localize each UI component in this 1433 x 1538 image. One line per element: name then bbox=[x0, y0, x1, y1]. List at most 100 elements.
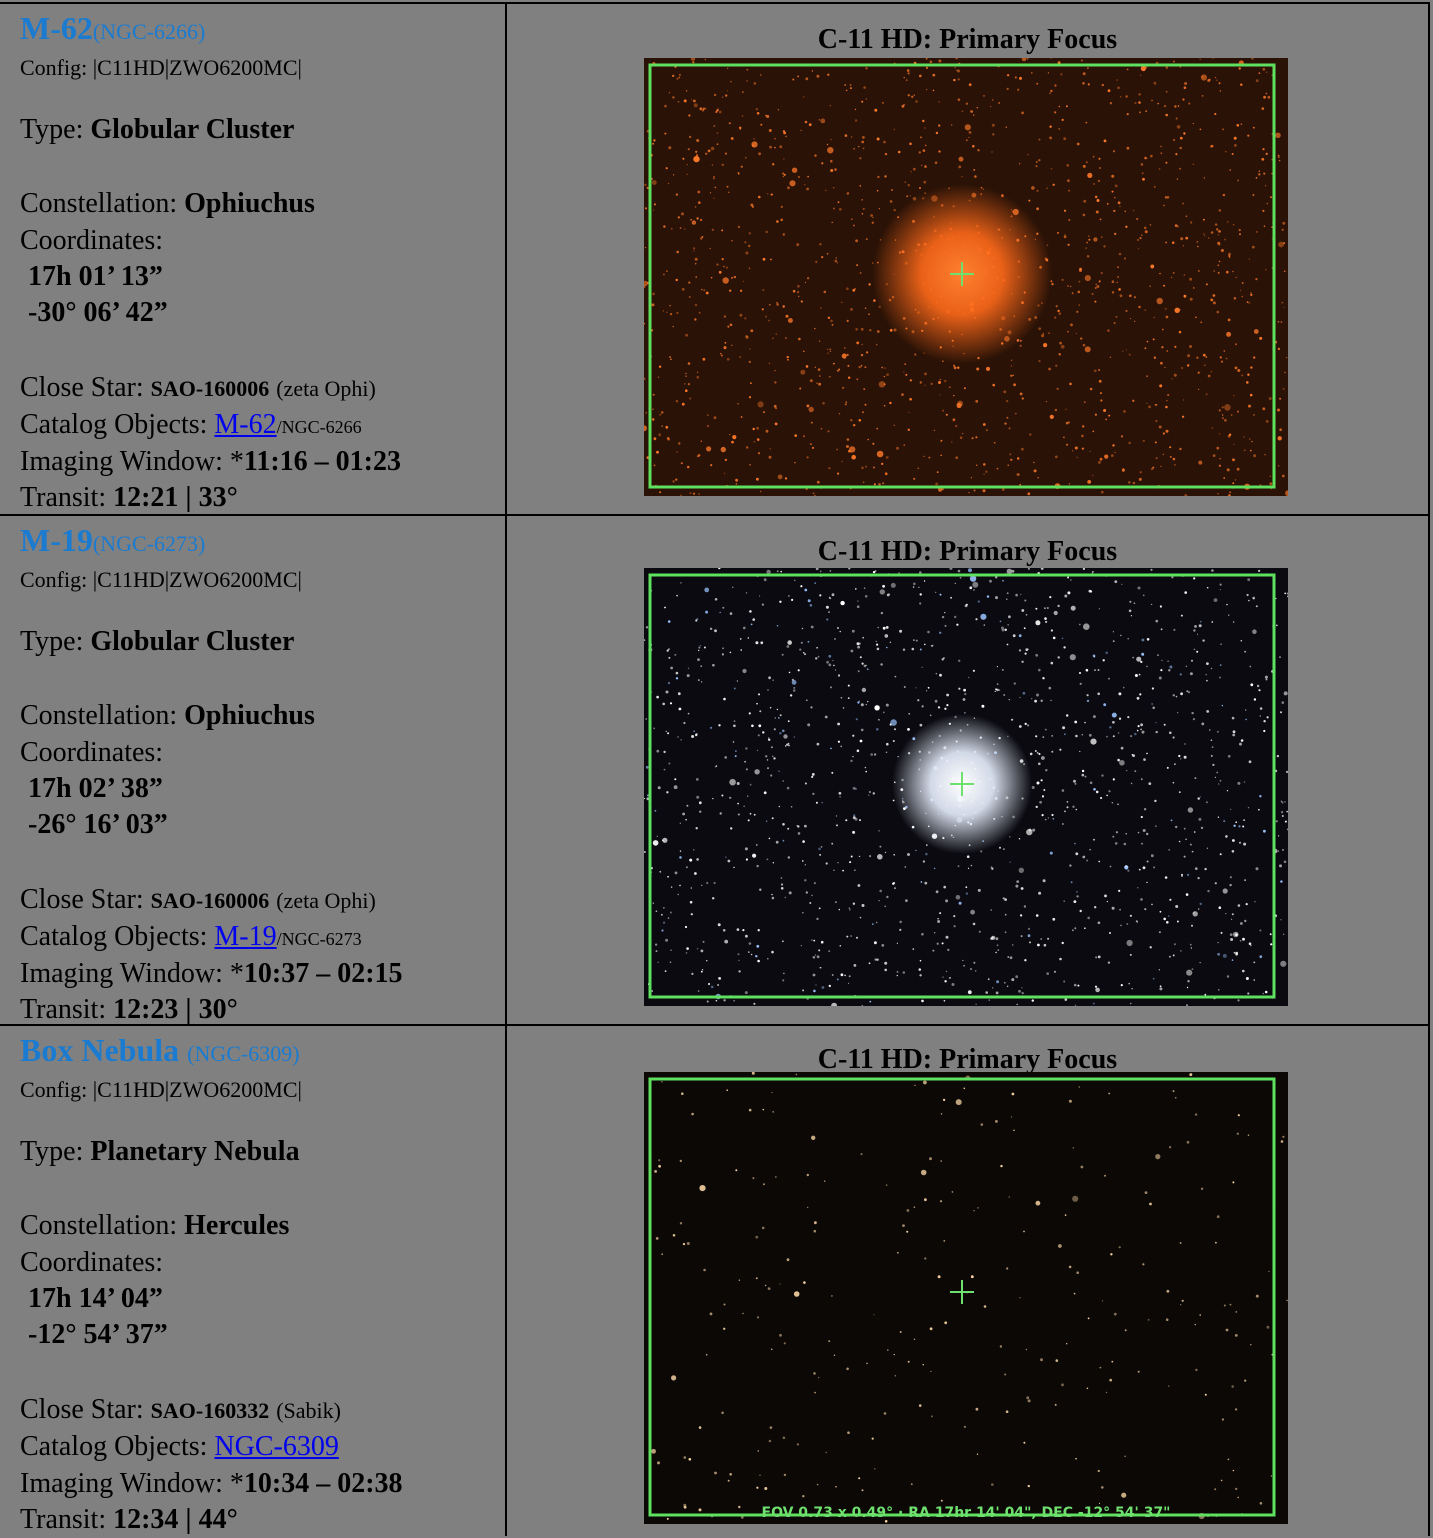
star bbox=[1178, 330, 1182, 334]
star bbox=[761, 1226, 765, 1230]
catalog-link[interactable]: M-19 bbox=[214, 921, 277, 952]
star bbox=[828, 984, 831, 988]
star bbox=[831, 1002, 838, 1006]
star bbox=[714, 629, 717, 633]
star bbox=[1160, 361, 1163, 365]
star bbox=[1021, 609, 1025, 612]
star bbox=[693, 247, 696, 250]
star bbox=[874, 705, 880, 711]
star bbox=[1163, 723, 1166, 726]
star bbox=[776, 301, 778, 304]
star bbox=[968, 676, 970, 679]
catalog-link[interactable]: NGC-6309 bbox=[214, 1431, 339, 1462]
star bbox=[816, 647, 818, 649]
star bbox=[935, 673, 937, 675]
star bbox=[666, 436, 670, 440]
star bbox=[787, 640, 792, 645]
ra-line: 17h 02’ 38” bbox=[20, 771, 163, 807]
star bbox=[1230, 938, 1234, 941]
object-ngc: (NGC-6309) bbox=[187, 1041, 300, 1066]
star bbox=[695, 734, 698, 737]
star bbox=[1078, 1086, 1080, 1088]
star bbox=[1221, 414, 1224, 416]
star bbox=[1217, 234, 1220, 236]
star bbox=[1077, 984, 1080, 987]
star bbox=[662, 839, 664, 842]
star bbox=[715, 765, 718, 767]
star bbox=[1136, 696, 1140, 700]
star bbox=[1282, 388, 1285, 390]
star bbox=[886, 593, 890, 597]
star bbox=[946, 704, 949, 707]
star bbox=[1174, 1096, 1177, 1099]
star bbox=[962, 698, 966, 701]
star bbox=[924, 165, 927, 168]
star bbox=[831, 842, 834, 845]
star bbox=[1098, 1502, 1101, 1504]
star bbox=[1051, 282, 1054, 286]
star bbox=[875, 570, 877, 572]
star bbox=[894, 887, 896, 889]
star bbox=[962, 959, 964, 962]
star bbox=[854, 108, 857, 111]
star bbox=[1228, 433, 1232, 436]
star bbox=[1012, 634, 1016, 638]
star bbox=[1218, 906, 1222, 909]
star bbox=[913, 1206, 916, 1208]
star bbox=[727, 859, 731, 863]
star bbox=[1226, 331, 1232, 337]
star bbox=[1252, 126, 1255, 129]
star bbox=[1177, 712, 1179, 714]
star bbox=[881, 366, 884, 369]
star bbox=[699, 218, 703, 222]
star bbox=[817, 368, 821, 371]
star bbox=[1155, 825, 1157, 827]
star bbox=[797, 669, 800, 672]
star bbox=[756, 1486, 759, 1489]
label: Config: bbox=[20, 567, 88, 592]
star bbox=[1193, 831, 1196, 833]
label: Config: bbox=[20, 1077, 88, 1102]
star bbox=[1234, 1334, 1238, 1337]
star bbox=[1183, 827, 1186, 830]
star bbox=[1238, 825, 1241, 828]
star bbox=[882, 102, 884, 104]
star bbox=[727, 1479, 730, 1482]
star bbox=[1001, 628, 1005, 632]
star bbox=[1058, 105, 1061, 108]
star bbox=[686, 163, 688, 166]
star bbox=[1100, 796, 1103, 800]
star bbox=[873, 941, 877, 945]
star bbox=[1118, 717, 1122, 720]
star bbox=[1266, 716, 1269, 719]
star bbox=[1107, 329, 1110, 332]
star bbox=[1159, 605, 1162, 608]
star bbox=[1278, 156, 1280, 158]
star bbox=[782, 780, 784, 782]
star bbox=[813, 989, 816, 993]
star bbox=[793, 686, 796, 689]
star bbox=[1205, 673, 1207, 676]
star bbox=[953, 78, 956, 82]
star bbox=[1024, 599, 1027, 602]
close-star-line: Close Star: SAO-160006 (zeta Ophi) bbox=[20, 882, 376, 919]
star bbox=[1036, 82, 1039, 85]
star bbox=[1021, 111, 1024, 115]
star bbox=[1126, 113, 1129, 116]
star bbox=[1213, 270, 1215, 272]
star bbox=[938, 101, 940, 103]
star bbox=[1275, 624, 1278, 627]
star bbox=[1035, 165, 1038, 168]
star bbox=[1185, 665, 1188, 668]
star bbox=[1164, 366, 1166, 368]
star bbox=[1098, 860, 1101, 863]
star bbox=[848, 907, 851, 909]
catalog-link[interactable]: M-62 bbox=[214, 409, 277, 440]
label: Coordinates: bbox=[20, 225, 164, 256]
star bbox=[1081, 447, 1084, 450]
star bbox=[677, 692, 681, 696]
star bbox=[693, 250, 695, 252]
star bbox=[1027, 934, 1031, 938]
star bbox=[683, 99, 687, 103]
star bbox=[1137, 725, 1140, 728]
